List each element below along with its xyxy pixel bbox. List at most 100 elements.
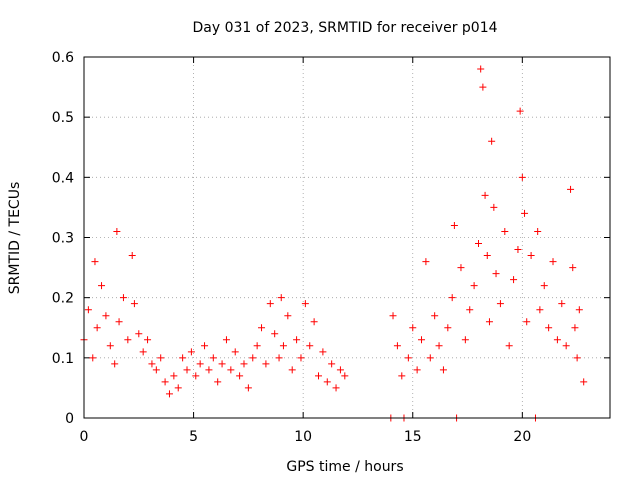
data-points [80, 65, 588, 422]
x-tick-label: 5 [189, 429, 198, 445]
data-point [488, 137, 496, 145]
data-point [144, 336, 152, 344]
data-point [461, 336, 469, 344]
data-point [336, 366, 344, 374]
data-point [135, 330, 143, 338]
data-point [179, 354, 187, 362]
data-point [518, 173, 526, 181]
data-point [567, 185, 575, 193]
data-point [549, 258, 557, 266]
data-point [426, 354, 434, 362]
data-point [231, 348, 239, 356]
data-point [492, 270, 500, 278]
data-point [240, 360, 248, 368]
data-point [93, 324, 101, 332]
data-point [310, 318, 318, 326]
y-tick-label: 0.1 [52, 351, 74, 367]
data-point [262, 360, 270, 368]
data-point [106, 342, 114, 350]
data-point [510, 276, 518, 284]
data-point [483, 252, 491, 260]
data-point [284, 312, 292, 320]
data-point [485, 318, 493, 326]
y-tick-label: 0.6 [52, 50, 74, 66]
data-point [170, 372, 178, 380]
data-point [553, 336, 561, 344]
data-point [218, 360, 226, 368]
data-point [527, 252, 535, 260]
data-point [279, 342, 287, 350]
data-point [431, 312, 439, 320]
data-point [249, 354, 257, 362]
data-point [328, 360, 336, 368]
data-point [244, 384, 252, 392]
data-point [558, 300, 566, 308]
data-point [183, 366, 191, 374]
data-point [271, 330, 279, 338]
data-point [266, 300, 274, 308]
data-point [439, 366, 447, 374]
data-point [332, 384, 340, 392]
data-point [157, 354, 165, 362]
data-point [128, 252, 136, 260]
data-point [152, 366, 160, 374]
data-point [545, 324, 553, 332]
plot-frame [83, 56, 611, 419]
data-point [404, 354, 412, 362]
data-point [201, 342, 209, 350]
data-point [258, 324, 266, 332]
data-point [192, 372, 200, 380]
data-point [222, 336, 230, 344]
data-point [315, 372, 323, 380]
data-point [490, 203, 498, 211]
x-tick-label: 10 [294, 429, 312, 445]
axis-ticks: 0 0.1 0.2 0.3 0.4 0.5 0.6 0 5 10 15 20 [52, 50, 610, 445]
data-point [457, 264, 465, 272]
data-point [450, 221, 458, 229]
y-axis-label: SRMTID / TECUs [7, 182, 23, 295]
data-point [413, 366, 421, 374]
y-tick-label: 0.2 [52, 291, 74, 307]
data-point [253, 342, 261, 350]
data-point [540, 282, 548, 290]
data-point [496, 300, 504, 308]
data-point [448, 294, 456, 302]
data-point [505, 342, 513, 350]
data-point [91, 258, 99, 266]
data-point [196, 360, 204, 368]
data-point [521, 209, 529, 217]
data-point [409, 324, 417, 332]
y-tick-label: 0.4 [52, 170, 74, 186]
data-point [319, 348, 327, 356]
data-point [297, 354, 305, 362]
data-point [165, 390, 173, 398]
data-point [209, 354, 217, 362]
x-tick-label: 20 [513, 429, 531, 445]
data-point [293, 336, 301, 344]
data-point [477, 65, 485, 73]
data-point [139, 348, 147, 356]
x-axis-label: GPS time / hours [286, 459, 403, 475]
data-point [288, 366, 296, 374]
data-point [113, 227, 121, 235]
gridlines [84, 57, 610, 418]
data-point [569, 264, 577, 272]
data-point [534, 227, 542, 235]
data-point [89, 354, 97, 362]
data-point [111, 360, 119, 368]
data-point [475, 240, 482, 248]
data-point [393, 342, 401, 350]
data-point [187, 348, 195, 356]
data-point [571, 324, 579, 332]
data-point [536, 306, 544, 314]
data-point [435, 342, 443, 350]
data-point [573, 354, 581, 362]
data-point [398, 372, 406, 380]
data-point [115, 318, 123, 326]
data-point [470, 282, 478, 290]
data-point [98, 282, 106, 290]
data-point [481, 191, 489, 199]
data-point [422, 258, 430, 266]
data-point [306, 342, 314, 350]
data-point [205, 366, 213, 374]
